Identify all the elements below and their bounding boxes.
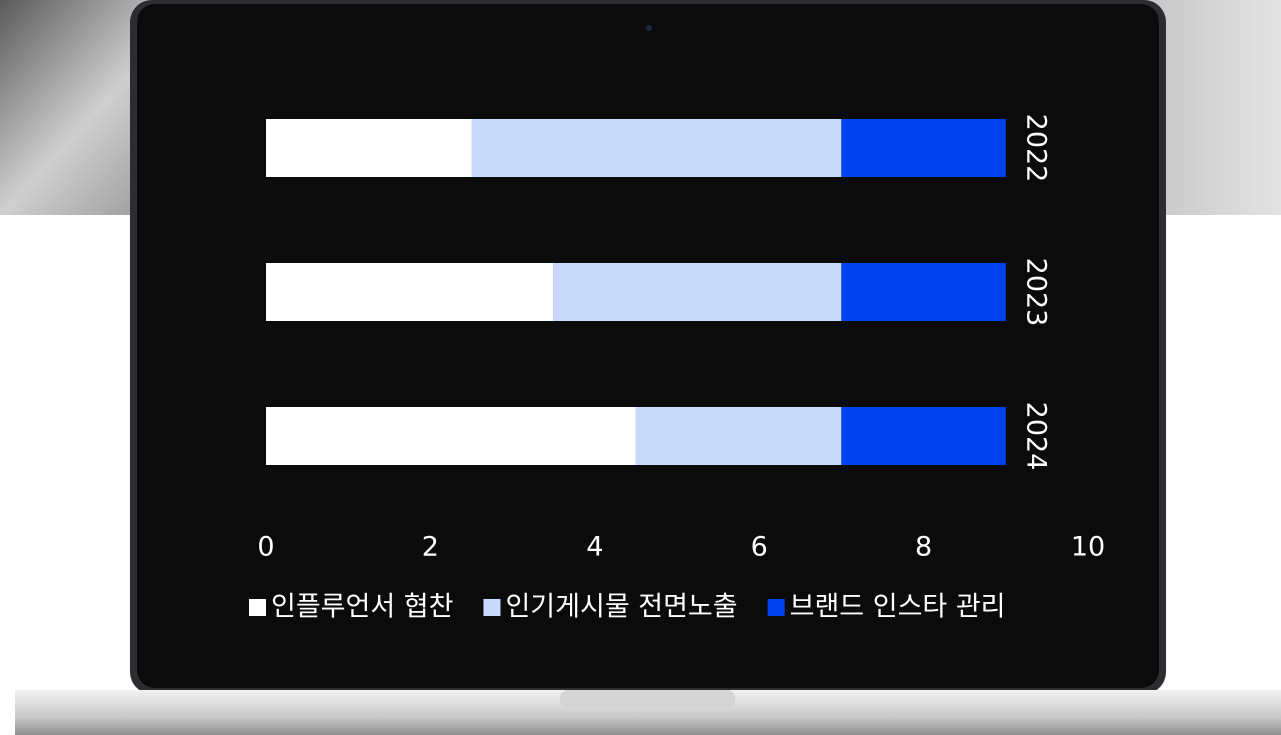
legend-label: 브랜드 인스타 관리: [790, 592, 1006, 623]
bar-segment: [841, 407, 1005, 465]
category-label: 2022: [1021, 114, 1052, 183]
legend-label: 인기게시물 전면노출: [505, 592, 737, 623]
laptop-notch: [560, 690, 735, 708]
bar-segment: [636, 407, 842, 465]
legend-swatch: [768, 599, 785, 616]
bar-segment: [266, 119, 472, 177]
category-label: 2024: [1021, 402, 1052, 471]
bar-segment: [841, 263, 1005, 321]
bar-segment: [554, 263, 842, 321]
bar-segment: [266, 407, 636, 465]
bar-segment: [472, 119, 842, 177]
x-tick-label: 0: [257, 532, 274, 563]
laptop-mockup: 0 2 4 6 8 10 2022 2023 2024 인플루언서 협찬 인기게시물 전면노출 브랜드…: [0, 0, 1281, 735]
bar-segment: [841, 119, 1005, 177]
x-tick-label: 2: [422, 532, 439, 563]
x-tick-label: 4: [586, 532, 603, 563]
category-label: 2023: [1021, 258, 1052, 327]
page: {"chart_data": {"type": "bar", "orientat…: [0, 0, 1281, 735]
legend-label: 인플루언서 협찬: [271, 592, 453, 623]
x-tick-label: 8: [915, 532, 932, 563]
bar-segment: [266, 263, 554, 321]
legend-swatch: [483, 599, 500, 616]
legend-swatch: [249, 599, 266, 616]
camera: [646, 25, 652, 31]
x-tick-label: 6: [751, 532, 768, 563]
x-tick-label: 10: [1071, 532, 1105, 563]
